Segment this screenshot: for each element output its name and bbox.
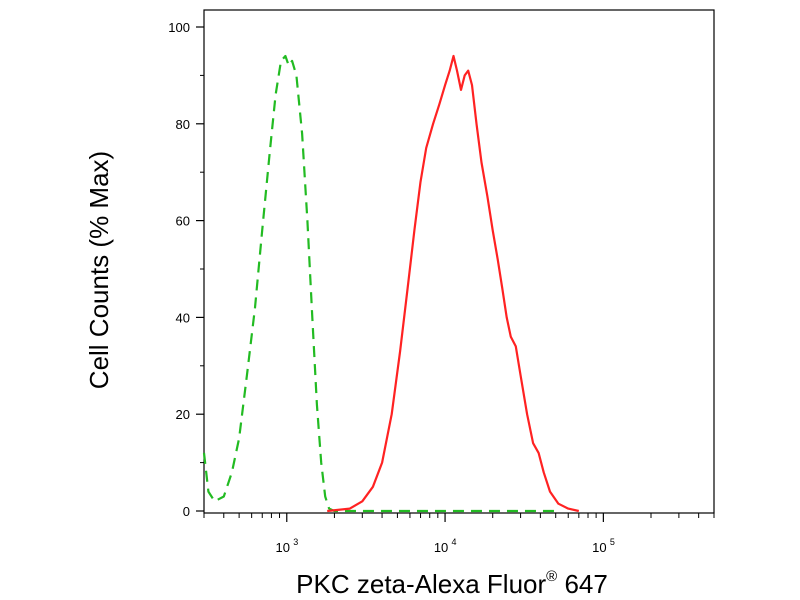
y-axis: 0 20 40 60 80 100 [168, 20, 204, 519]
y-tick-label: 80 [176, 117, 190, 132]
series-line-dashed [202, 54, 556, 513]
x-axis-label-main: PKC zeta-Alexa Fluor [296, 569, 546, 599]
x-axis: 10 3 10 4 10 5 [203, 513, 715, 555]
series-line-solid [327, 54, 580, 513]
x-axis-label: PKC zeta-Alexa Fluor® 647 [296, 568, 608, 599]
y-axis-label: Cell Counts (% Max) [84, 151, 114, 389]
x-axis-label-registered-mark: ® [546, 568, 557, 585]
plot-frame [203, 9, 715, 514]
x-tick-label: 10 [592, 540, 606, 555]
y-tick-label: 40 [176, 310, 190, 325]
y-tick-label: 60 [176, 214, 190, 229]
x-tick-label: 10 [434, 540, 448, 555]
plot-border [203, 9, 715, 514]
y-tick-label: 0 [183, 504, 190, 519]
x-tick-exponent: 4 [452, 537, 457, 547]
series-layer [202, 54, 580, 513]
y-tick-label: 100 [168, 20, 190, 35]
x-tick-exponent: 3 [293, 537, 298, 547]
x-tick-exponent: 5 [610, 537, 615, 547]
y-tick-label: 20 [176, 407, 190, 422]
x-tick-label: 10 [276, 540, 290, 555]
x-axis-label-suffix: 647 [557, 569, 608, 599]
